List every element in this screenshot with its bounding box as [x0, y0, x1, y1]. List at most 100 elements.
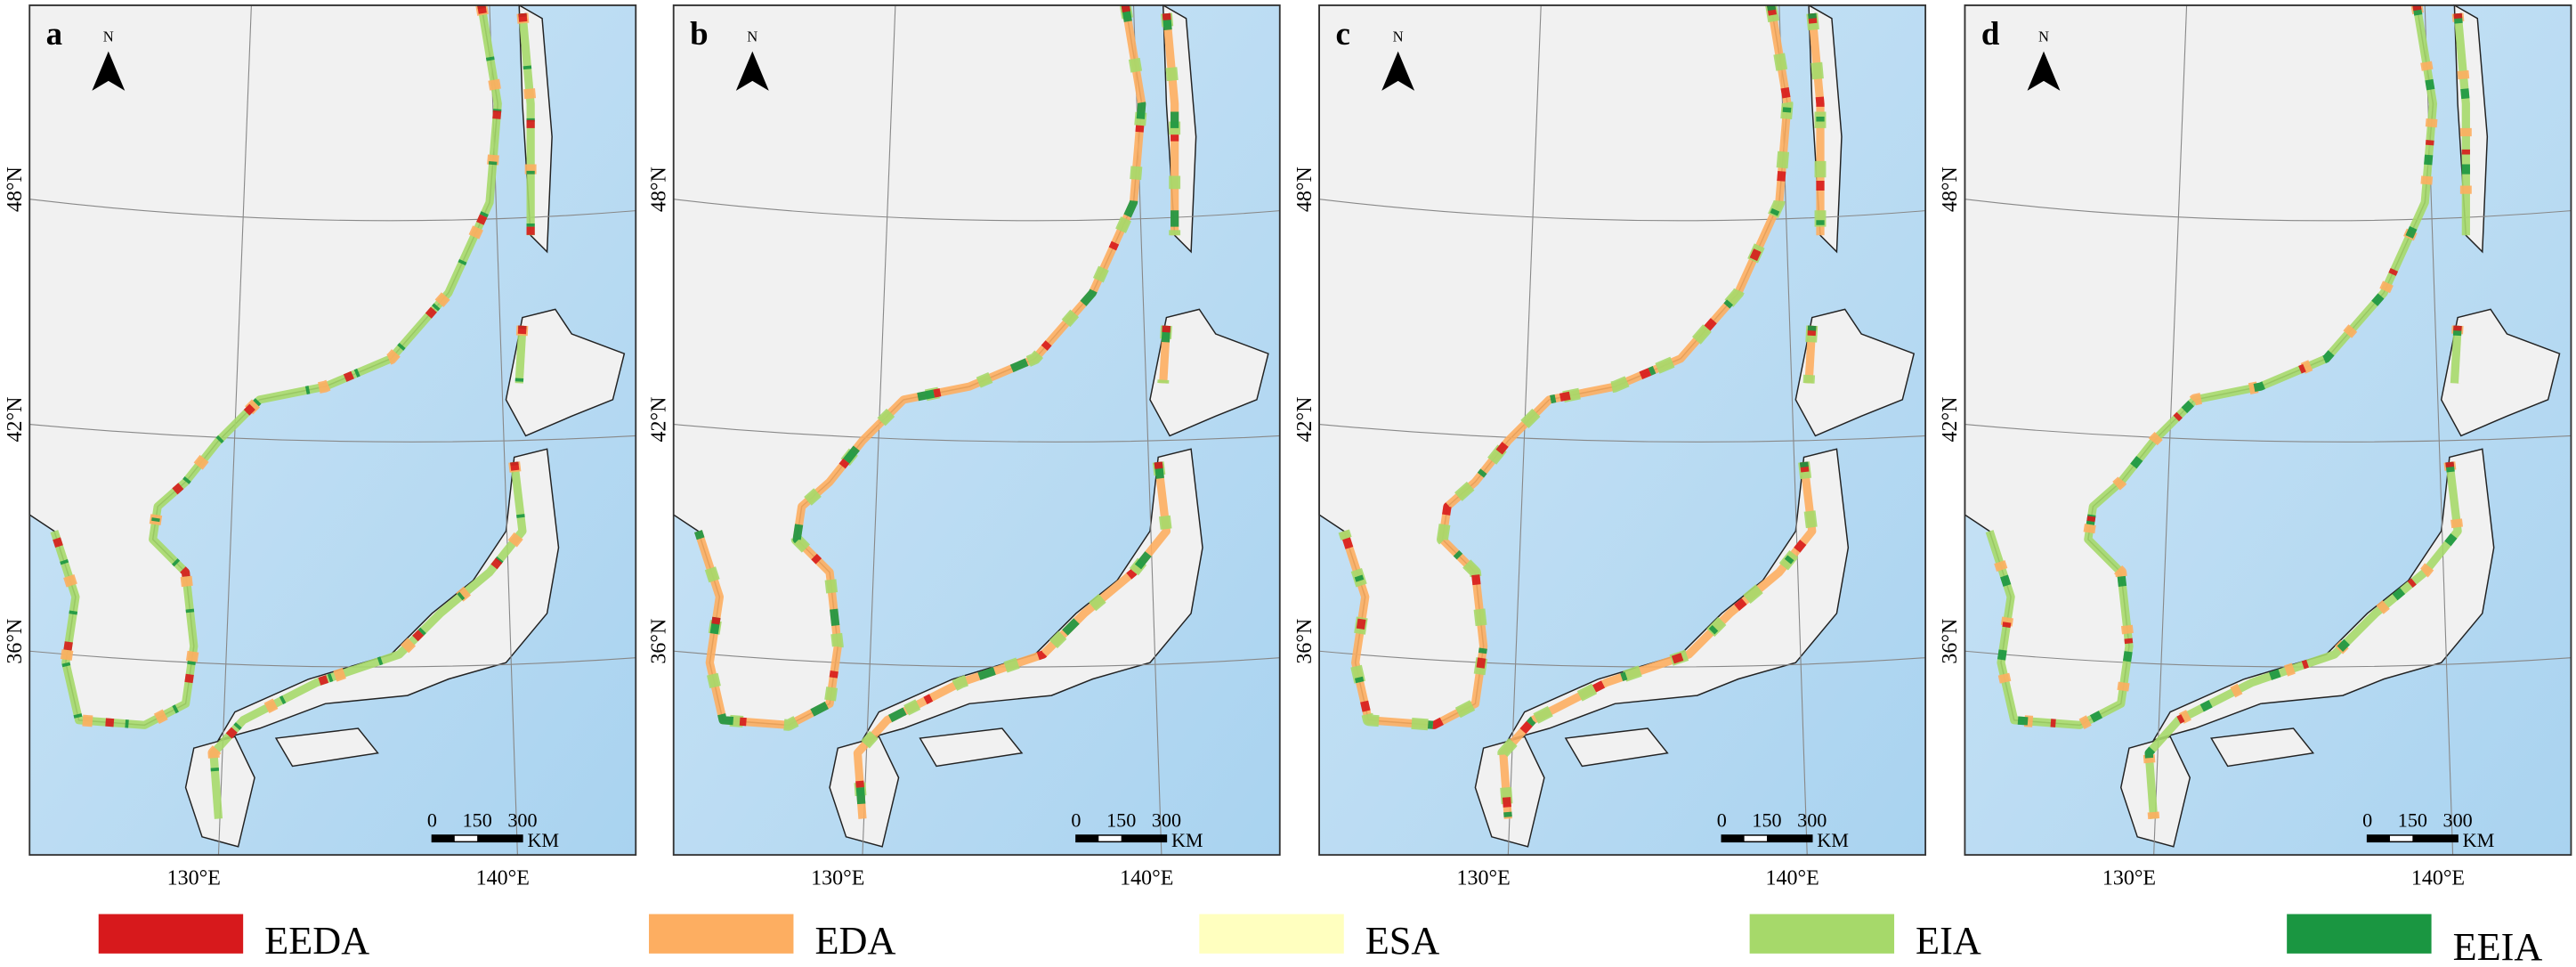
coastal-band [851, 461, 1172, 819]
coastal-band [1338, 4, 1794, 731]
latitude-label: 48°N [1939, 167, 1962, 212]
longitude-label: 140°E [1120, 866, 1173, 890]
coastal-band [1804, 325, 1817, 384]
legend-swatch [649, 914, 794, 954]
north-arrow [2027, 51, 2061, 91]
longitude-label: 130°E [167, 866, 221, 890]
coastal-band [1497, 461, 1819, 819]
panel-label: d [1981, 15, 2000, 52]
scale-bar [2367, 834, 2390, 842]
scale-bar [1721, 834, 1745, 842]
latitude-label: 36°N [1939, 619, 1962, 664]
panel-frame [28, 4, 637, 857]
graticule [673, 424, 1280, 443]
scale-label: 0 [2362, 809, 2372, 832]
graticule [1964, 650, 2572, 668]
longitude-label: 140°E [2411, 866, 2465, 890]
scale-bar [477, 834, 522, 842]
panel-frame [1964, 4, 2572, 857]
legend-label: EDA [814, 919, 895, 963]
legend-swatch [1199, 914, 1344, 954]
panel-frame [672, 4, 1281, 857]
longitude-label: 130°E [1457, 866, 1511, 890]
latitude-label: 36°N [4, 619, 27, 664]
north-arrow [735, 51, 769, 91]
graticule [29, 199, 636, 222]
longitude-label: 140°E [476, 866, 530, 890]
graticule [1964, 199, 2572, 222]
land [274, 727, 379, 768]
legend-label: EEDA [264, 919, 369, 963]
panel-label: c [1336, 15, 1350, 52]
graticule [29, 424, 636, 443]
scale-label: 0 [1717, 809, 1727, 832]
coastal-band [1985, 4, 2438, 729]
coastal-band [1159, 325, 1171, 384]
scale-label: 150 [2398, 809, 2427, 832]
coastal-band [1162, 12, 1179, 236]
panel-label: a [46, 15, 62, 52]
latitude-label: 48°N [4, 167, 27, 212]
coastal-band [2451, 12, 2472, 236]
coastal-band [513, 325, 529, 384]
scale-bar [2412, 834, 2459, 842]
scale-label: 300 [2443, 809, 2473, 832]
longitude-label: 140°E [1766, 866, 1819, 890]
land [919, 727, 1024, 768]
scale-unit: KM [527, 829, 559, 851]
coastal-band [2144, 461, 2462, 819]
legend-swatch [1749, 914, 1895, 954]
panel-frame [1318, 4, 1927, 857]
north-arrow [92, 51, 126, 91]
land [1149, 308, 1269, 437]
scale-label: 0 [1071, 809, 1081, 832]
land [216, 448, 560, 742]
scale-bar [1075, 834, 1099, 842]
scale-label: 300 [1152, 809, 1181, 832]
scale-label: 150 [463, 809, 492, 832]
scale-label: 150 [1752, 809, 1781, 832]
land [1794, 308, 1916, 437]
scale-label: 300 [507, 809, 537, 832]
scale-unit: KM [1171, 829, 1203, 851]
scale-bar [1767, 834, 1812, 842]
latitude-label: 42°N [1293, 397, 1316, 443]
north-arrow [1381, 51, 1415, 91]
scale-bar [432, 834, 455, 842]
legend-label: ESA [1365, 919, 1440, 963]
coastal-band [853, 461, 1171, 819]
land [505, 308, 626, 437]
coastal-band [209, 461, 527, 819]
legend-swatch [2287, 914, 2432, 954]
coastal-band [2450, 325, 2462, 384]
legend-label: EEIA [2453, 925, 2543, 967]
north-label: N [2038, 28, 2049, 45]
legend-label: EIA [1916, 919, 1981, 963]
graticule [673, 199, 1280, 222]
graticule [673, 650, 1280, 668]
north-label: N [103, 28, 114, 45]
coastal-band [1808, 12, 1825, 236]
legend-swatch [98, 914, 244, 954]
scale-unit: KM [1817, 829, 1849, 851]
latitude-label: 48°N [647, 167, 670, 212]
graticule [29, 650, 636, 668]
coastal-band [518, 12, 535, 236]
north-label: N [1393, 28, 1404, 45]
scale-bar [1121, 834, 1167, 842]
coastal-band [1499, 461, 1817, 819]
graticule [1964, 424, 2572, 443]
latitude-label: 42°N [4, 397, 27, 443]
latitude-label: 48°N [1293, 167, 1316, 212]
graticule [1319, 199, 1926, 222]
scale-unit: KM [2463, 829, 2495, 851]
graticule [1319, 650, 1926, 668]
coastal-band [1340, 4, 1792, 729]
land [1506, 448, 1850, 742]
latitude-label: 42°N [647, 397, 670, 443]
land [2440, 308, 2561, 437]
